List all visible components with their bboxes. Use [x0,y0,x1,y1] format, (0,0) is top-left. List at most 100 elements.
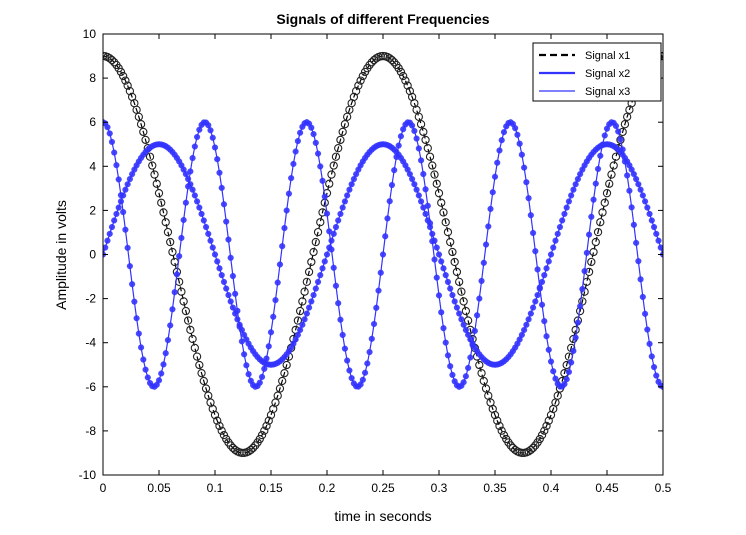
series-3-point [176,253,183,260]
series-3-point [160,361,167,368]
axes: 0 0.05 0.1 0.15 0.2 0.25 0.3 0.35 0.4 0.45 0.5 -10 -… [79,27,672,495]
series-3-point [111,149,118,156]
series-1-point [425,152,435,161]
series-3-point [429,238,436,245]
series-3-point [530,229,537,237]
series-3-point [267,329,275,336]
x-tick-label: 0.5 [655,481,672,495]
series-2-point [202,224,210,231]
series-1-point [432,179,441,188]
series-1-point [199,376,208,386]
series-2-point [568,192,575,199]
series-2-point [657,244,663,251]
series-2-point [444,278,452,285]
series-3-point [574,319,581,326]
series-1-point [280,368,289,378]
series-1-point [325,179,334,188]
series-3-point [187,168,194,175]
series-1-point [593,227,603,237]
series-3-point [579,285,586,293]
series-1-point [336,135,345,145]
series-1-point [596,218,605,227]
series-3-point [465,364,472,372]
x-tick-label: 0.1 [207,481,224,495]
series-2-point [554,230,561,237]
series-3-point [167,322,174,329]
series-1-point [356,76,365,85]
series-2-point [527,310,534,317]
series-3-point [337,316,344,323]
series-2-point [411,181,418,188]
series-2-point [650,224,658,231]
series-2-point [565,198,572,205]
series-2-point [104,237,111,244]
series-2-point [339,204,346,211]
series-3-point [169,306,176,313]
series-1-point [450,257,459,267]
series-3-point [238,338,245,345]
series-3-point [362,369,369,376]
series-3-point [292,148,299,155]
series-2-point [191,192,198,199]
series-2-point [456,310,463,317]
series-2-point [438,258,445,265]
series-2-point [348,181,355,188]
series-3-point [234,307,241,314]
series-1-point [455,277,464,286]
series-1-point [598,208,607,217]
series-1-point [125,86,135,96]
series-3-point [440,325,447,332]
series-3-point [523,179,530,186]
series-3-point [341,345,348,352]
series-2 [103,141,663,368]
series-1-point [490,410,500,420]
series-3-point [258,373,266,380]
series-3-point [225,236,232,243]
series-1-point [446,237,455,247]
series-3-point [133,315,140,322]
series-3-point [460,379,467,386]
series-1-point [327,170,336,179]
series-1-point [186,325,195,335]
series-3-point [256,379,263,386]
series-2-point [223,285,230,292]
series-1-point [278,376,287,386]
series-3-point [285,190,292,197]
series-3-point [171,289,178,296]
series-2-point [561,210,568,217]
series-2-point [115,204,122,211]
series-3-point [395,142,402,149]
x-tick-label: 0 [100,481,107,495]
chart-title: Signals of different Frequencies [276,11,489,27]
series-3-point [538,301,546,308]
series-1-point [544,416,553,425]
series-3-point [182,199,189,206]
x-tick-label: 0.35 [483,481,507,495]
series-3-point [332,282,340,289]
series-1-point [542,421,551,431]
series-2-point [310,292,317,299]
series-2-point [447,285,454,292]
series-2-point [530,304,537,311]
series-3-point [220,201,228,208]
series-3-point [323,210,331,217]
series-2-point [214,258,221,265]
series-1-point [139,127,148,137]
series-3-point [577,303,584,310]
series-1-point [260,426,269,435]
series-1-point [119,71,128,81]
series-3-point [314,150,322,157]
series-3-point [263,355,270,362]
series-3-point [104,124,111,131]
series-3-point [644,326,651,333]
series-1-point [116,67,126,77]
series-1-point [157,198,166,207]
series-1-point [439,208,448,217]
series-2-point [323,251,331,258]
series-3-point [612,122,620,129]
legend-label-3: Signal x3 [585,86,630,98]
series-1-point [123,81,132,90]
y-tick-label: -8 [85,424,96,438]
series-1-point [526,445,535,455]
series-1-point [262,421,271,431]
